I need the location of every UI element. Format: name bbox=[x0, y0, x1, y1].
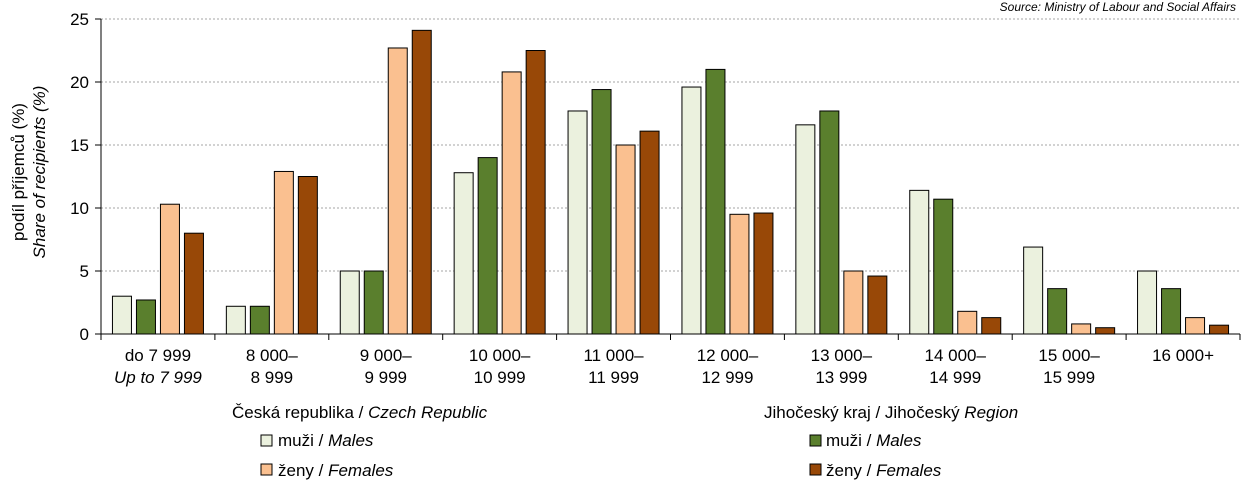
x-tick-label: 14 000– bbox=[925, 346, 987, 365]
bar-jc-males bbox=[135, 299, 156, 335]
legend-jc-males-italic: Males bbox=[876, 431, 922, 450]
x-tick-label: 13 000– bbox=[811, 346, 873, 365]
bar-jc-males bbox=[363, 270, 384, 335]
bar-jc-females bbox=[981, 317, 1002, 335]
legend-jc-females: ženy / Females bbox=[826, 461, 942, 480]
legend-swatch-cz-females bbox=[260, 463, 273, 476]
x-tick-label-line2: 15 999 bbox=[1043, 368, 1095, 387]
y-axis-label: podíl příjemců (%) bbox=[9, 103, 28, 241]
x-tick-label: 8 000– bbox=[246, 346, 299, 365]
bar-cz-males bbox=[225, 305, 246, 335]
legend-cz-females-italic: Females bbox=[328, 461, 394, 480]
bar-cz-females bbox=[1071, 323, 1092, 335]
bar-jc-females bbox=[867, 275, 888, 335]
bar-jc-females bbox=[525, 50, 546, 335]
bar-jc-males bbox=[1047, 288, 1068, 335]
y-tick-label: 0 bbox=[80, 325, 89, 344]
bar-cz-males bbox=[1137, 270, 1158, 335]
x-tick-label-line2: 11 999 bbox=[588, 368, 639, 387]
legend-jc-females-italic: Females bbox=[876, 461, 942, 480]
gridlines bbox=[101, 18, 1240, 272]
bar-jc-females bbox=[639, 130, 660, 335]
legend-cz-females-plain: ženy / bbox=[278, 461, 328, 480]
bar-cz-males bbox=[795, 124, 816, 335]
legend-group-jc-title-plain: Jihočeský kraj / Jihočeský bbox=[764, 403, 964, 422]
y-tick-label: 10 bbox=[70, 199, 89, 218]
bar-cz-females bbox=[159, 203, 180, 335]
x-tick-label: do 7 999 bbox=[125, 346, 191, 365]
y-axis-title: podíl příjemců (%) Share of recipients (… bbox=[9, 86, 49, 259]
bar-cz-females bbox=[501, 71, 522, 335]
bar-jc-females bbox=[183, 232, 204, 335]
bar-jc-males bbox=[249, 305, 270, 335]
x-tick-label-line2: 13 999 bbox=[815, 368, 867, 387]
legend-swatch-cz-males bbox=[260, 434, 273, 447]
bar-cz-males bbox=[567, 110, 588, 335]
bar-jc-males bbox=[819, 110, 840, 335]
legend: Česká republika / Czech Republic muži / … bbox=[232, 403, 1018, 480]
bar-jc-males bbox=[477, 157, 498, 335]
legend-swatch-jc-females bbox=[809, 463, 822, 476]
y-tick-label: 20 bbox=[70, 73, 89, 92]
bar-jc-females bbox=[1095, 327, 1116, 335]
bar-jc-females bbox=[753, 212, 774, 335]
legend-group-cz-title-italic: Czech Republic bbox=[368, 403, 488, 422]
x-tick-labels: do 7 999 Up to 7 999 8 000– 8 999 9 000– 9 99… bbox=[114, 346, 1214, 387]
x-tick-label: 15 000– bbox=[1038, 346, 1100, 365]
legend-group-cz-title-plain: Česká republika / bbox=[232, 403, 368, 422]
legend-cz-males-italic: Males bbox=[328, 431, 374, 450]
legend-group-jc-title-italic: Region bbox=[964, 403, 1018, 422]
bar-jc-males bbox=[933, 198, 954, 335]
bar-cz-females bbox=[387, 47, 408, 335]
x-tick-label-line2: 10 999 bbox=[474, 368, 526, 387]
legend-group-cz-title: Česká republika / Czech Republic bbox=[232, 403, 488, 422]
bar-jc-females bbox=[297, 176, 318, 335]
x-tick-label: 16 000+ bbox=[1152, 346, 1214, 365]
bar-jc-females bbox=[1209, 324, 1230, 335]
legend-jc-females-plain: ženy / bbox=[826, 461, 876, 480]
bars bbox=[111, 29, 1230, 335]
bar-cz-males bbox=[1023, 246, 1044, 335]
legend-swatch-jc-males bbox=[809, 434, 822, 447]
bar-jc-males bbox=[591, 89, 612, 335]
bar-cz-females bbox=[843, 270, 864, 335]
bar-jc-females bbox=[411, 29, 432, 335]
legend-group-jc-title: Jihočeský kraj / Jihočeský Region bbox=[764, 403, 1018, 422]
bar-cz-females bbox=[615, 144, 636, 335]
y-tick-label: 25 bbox=[70, 10, 89, 29]
x-tick-label: 9 000– bbox=[360, 346, 413, 365]
legend-cz-males-plain: muži / bbox=[278, 431, 328, 450]
y-tick-label: 15 bbox=[70, 136, 89, 155]
legend-cz-males: muži / Males bbox=[278, 431, 374, 450]
bar-cz-females bbox=[957, 310, 978, 335]
bar-cz-females bbox=[729, 213, 750, 335]
x-tick-label-line2: 12 999 bbox=[701, 368, 753, 387]
y-axis-label-en: Share of recipients (%) bbox=[30, 86, 49, 259]
bar-cz-males bbox=[681, 86, 702, 335]
x-tick-label: 11 000– bbox=[583, 346, 644, 365]
bar-jc-males bbox=[1161, 288, 1182, 335]
bar-cz-females bbox=[1185, 317, 1206, 335]
axes bbox=[95, 18, 1241, 340]
legend-cz-females: ženy / Females bbox=[278, 461, 394, 480]
bar-cz-males bbox=[453, 172, 474, 335]
x-tick-label: 12 000– bbox=[697, 346, 759, 365]
y-tick-label: 5 bbox=[80, 262, 89, 281]
bar-cz-females bbox=[273, 170, 294, 335]
x-tick-label: 10 000– bbox=[469, 346, 531, 365]
y-tick-labels: 0 5 10 15 20 25 bbox=[70, 10, 89, 344]
legend-jc-males: muži / Males bbox=[826, 431, 922, 450]
x-tick-label-line2: Up to 7 999 bbox=[114, 368, 202, 387]
x-tick-label-line2: 14 999 bbox=[929, 368, 981, 387]
bar-cz-males bbox=[909, 189, 930, 335]
bar-jc-males bbox=[705, 68, 726, 335]
legend-jc-males-plain: muži / bbox=[826, 431, 876, 450]
bar-cz-males bbox=[339, 270, 360, 335]
x-tick-label-line2: 9 999 bbox=[364, 368, 407, 387]
x-tick-label-line2: 8 999 bbox=[251, 368, 294, 387]
source-note: Source: Ministry of Labour and Social Af… bbox=[1000, 0, 1236, 14]
bar-cz-males bbox=[111, 295, 132, 335]
